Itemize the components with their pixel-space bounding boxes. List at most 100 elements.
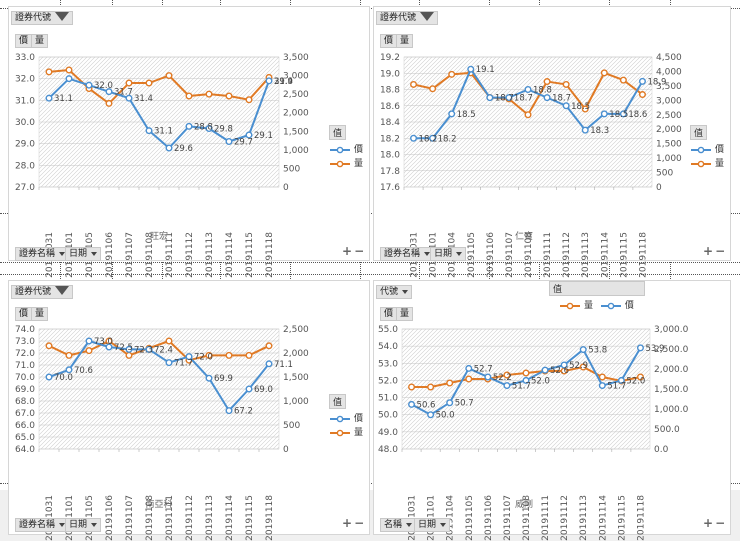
volume-series-point xyxy=(427,383,435,391)
expand-button[interactable]: + xyxy=(342,244,355,258)
volume-series-point xyxy=(65,351,73,359)
expand-button[interactable]: + xyxy=(703,244,716,258)
collapse-button[interactable]: − xyxy=(354,516,367,530)
collapse-button[interactable]: − xyxy=(354,244,367,258)
volume-series-point xyxy=(543,78,551,86)
left-tick-label: 69.0 xyxy=(15,385,35,395)
value-field-volume-2[interactable]: 量 xyxy=(31,307,49,321)
right-tick-label: 2,500.0 xyxy=(654,345,689,355)
chart-svg-0: 27.0 28.0 29.0 30.0 31.0 32.0 33.0 0 500 1,000 1,5… xyxy=(15,53,309,278)
price-series-point xyxy=(125,345,133,353)
dropdown-icon xyxy=(440,522,447,527)
price-series-point xyxy=(245,131,253,139)
left-tick-label: 27.0 xyxy=(15,183,35,193)
value-field-label: 價 xyxy=(384,309,394,319)
legend-title[interactable]: 值 xyxy=(329,125,347,140)
legend-label-price: 價 xyxy=(354,414,364,424)
left-tick-label: 72.0 xyxy=(15,349,35,359)
expand-collapse-1[interactable]: +− xyxy=(703,244,727,258)
chart-panel-3[interactable]: 代號 價 量 值 量 價 48.0 49.0 50.0 51.0 52.0 53.0 54.… xyxy=(373,280,731,541)
right-tick-label: 2,000 xyxy=(656,125,682,135)
chart-panel-0[interactable]: 證券代號 價 量 27.0 28.0 29.0 30.0 31.0 32.0 33.0 0 50… xyxy=(8,6,370,278)
legend-label-volume: 量 xyxy=(354,428,364,438)
axis-button-date-1[interactable]: 日期 xyxy=(430,247,467,261)
value-field-volume-0[interactable]: 量 xyxy=(31,34,49,48)
value-field-volume-3[interactable]: 量 xyxy=(396,307,414,321)
collapse-button[interactable]: − xyxy=(715,516,728,530)
x-tick-label: 20191114 xyxy=(600,232,610,278)
volume-series-point xyxy=(600,69,608,77)
legend-label-volume: 量 xyxy=(584,301,594,311)
x-tick-label: 20191118 xyxy=(636,495,646,541)
right-tick-label: 3,000 xyxy=(283,72,309,82)
filter-button-1[interactable]: 證券代號 xyxy=(376,11,439,25)
legend-0: 值 價 量 xyxy=(329,125,363,171)
price-series-line xyxy=(48,77,270,149)
axis-button-date-2[interactable]: 日期 xyxy=(65,518,102,532)
price-data-label: 70.0 xyxy=(54,373,73,383)
value-field-volume-1[interactable]: 量 xyxy=(396,34,414,48)
price-series-point xyxy=(410,134,418,142)
filter-button-0[interactable]: 證券代號 xyxy=(11,11,74,25)
legend-title[interactable]: 值 xyxy=(690,125,708,140)
x-tick-label: 20191112 xyxy=(562,232,572,278)
price-series-point xyxy=(619,110,627,118)
x-tick-label: 20191108 xyxy=(524,232,534,278)
x-tick-label: 20191112 xyxy=(560,495,570,541)
price-series-point xyxy=(105,88,113,96)
filter-button-2[interactable]: 證券代號 xyxy=(11,285,74,299)
right-tick-label: 1,000.0 xyxy=(654,405,689,415)
price-series-point xyxy=(185,353,193,361)
value-field-price-2[interactable]: 價 xyxy=(15,307,33,321)
axis-button-date-0[interactable]: 日期 xyxy=(65,247,102,261)
price-data-label: 28.8 xyxy=(194,122,213,132)
expand-button[interactable]: + xyxy=(342,516,355,530)
axis-button-name-1[interactable]: 證券名稱 xyxy=(380,247,435,261)
axis-button-date-3[interactable]: 日期 xyxy=(414,518,451,532)
chart-panel-1[interactable]: 證券代號 價 量 17.6 17.8 18.0 18.2 18.4 18.6 18.8 19.… xyxy=(373,6,731,278)
price-series-point xyxy=(484,373,492,381)
right-tick-label: 0 xyxy=(656,183,662,193)
expand-collapse-2[interactable]: +− xyxy=(342,516,366,530)
left-tick-label: 19.0 xyxy=(380,69,400,79)
legend-swatch-price xyxy=(600,302,621,309)
price-series-point xyxy=(65,75,73,83)
price-series-point xyxy=(45,94,53,102)
right-tick-label: 1,000 xyxy=(656,154,682,164)
expand-collapse-0[interactable]: +− xyxy=(342,244,366,258)
axis-button-name-2[interactable]: 證券名稱 xyxy=(15,518,70,532)
legend-title[interactable]: 值 xyxy=(549,281,645,296)
left-tick-label: 18.0 xyxy=(380,151,400,161)
filter-label: 證券代號 xyxy=(15,13,52,23)
right-tick-label: 3,500 xyxy=(283,53,309,63)
filter-button-3[interactable]: 代號 xyxy=(376,285,413,299)
dropdown-icon xyxy=(59,251,66,256)
value-field-price-0[interactable]: 價 xyxy=(15,34,33,48)
price-series-point xyxy=(467,65,475,73)
price-series-point xyxy=(245,385,253,393)
legend-title[interactable]: 值 xyxy=(329,394,347,409)
price-series-point xyxy=(617,376,625,384)
left-tick-label: 19.2 xyxy=(380,53,400,63)
chart-panel-2[interactable]: 證券代號 價 量 64.0 65.0 66.0 67.0 68.0 69.0 70.0 71.… xyxy=(8,280,370,541)
x-tick-label: 20191112 xyxy=(185,232,195,278)
volume-series-point xyxy=(581,105,589,113)
left-tick-label: 66.0 xyxy=(15,421,35,431)
price-series-point xyxy=(522,376,530,384)
collapse-button[interactable]: − xyxy=(715,244,728,258)
dropdown-icon xyxy=(424,251,431,256)
expand-collapse-3[interactable]: +− xyxy=(703,516,727,530)
left-tick-label: 31.0 xyxy=(15,96,35,106)
dropdown-icon xyxy=(402,289,409,294)
expand-button[interactable]: + xyxy=(703,516,716,530)
volume-series-point xyxy=(265,342,273,350)
axis-button-name-3[interactable]: 名稱 xyxy=(380,518,417,532)
volume-series-point xyxy=(125,351,133,359)
right-tick-label: 1,500 xyxy=(283,127,309,137)
x-tick-label: 20191113 xyxy=(581,232,591,278)
value-field-price-3[interactable]: 價 xyxy=(380,307,398,321)
price-data-label: 18.2 xyxy=(438,134,457,144)
axis-button-name-0[interactable]: 證券名稱 xyxy=(15,247,70,261)
volume-series-point xyxy=(638,91,646,99)
value-field-price-1[interactable]: 價 xyxy=(380,34,398,48)
